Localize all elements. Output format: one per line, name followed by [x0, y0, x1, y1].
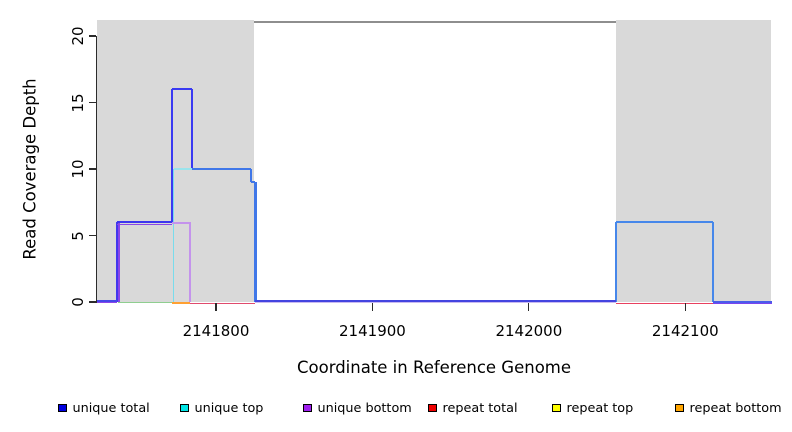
plot-top-border	[254, 21, 616, 23]
legend-swatch-icon	[552, 403, 561, 413]
legend-item-repeat-bottom: repeat bottom	[675, 400, 782, 416]
y-tick	[88, 301, 96, 303]
coverage-segment	[96, 300, 117, 302]
y-tick-label: 15	[69, 92, 87, 113]
legend-label: repeat bottom	[689, 400, 782, 416]
coverage-segment	[172, 222, 190, 225]
x-tick	[684, 303, 686, 311]
coverage-segment	[172, 88, 192, 91]
legend-swatch-icon	[180, 403, 189, 413]
legend-label: unique bottom	[317, 400, 412, 416]
legend-swatch-icon	[303, 403, 312, 413]
coverage-segment	[188, 222, 191, 302]
legend-swatch-icon	[428, 403, 437, 413]
coverage-segment	[96, 301, 117, 304]
legend-swatch-icon	[675, 403, 684, 413]
coverage-segment	[115, 222, 118, 302]
y-axis-title: Read Coverage Depth	[20, 78, 40, 260]
legend-item-repeat-total: repeat total	[428, 400, 518, 416]
y-tick	[88, 35, 96, 37]
y-tick-label: 0	[69, 297, 87, 307]
coverage-segment	[191, 168, 252, 170]
y-tick	[88, 234, 96, 237]
legend-swatch-icon	[58, 403, 67, 413]
coverage-segment	[255, 299, 616, 302]
legend-item-unique-total: unique total	[58, 400, 150, 416]
y-tick	[88, 168, 96, 170]
legend-item-unique-top: unique top	[180, 400, 264, 416]
y-axis-line	[95, 36, 97, 303]
coverage-segment	[118, 222, 120, 302]
x-tick-label: 2141800	[182, 322, 250, 340]
x-tick-label: 2141900	[339, 322, 406, 340]
coverage-segment	[173, 168, 192, 170]
legend-label: unique top	[194, 400, 264, 416]
coverage-segment	[172, 169, 175, 302]
coverage-segment	[190, 302, 256, 305]
shaded-region	[616, 20, 772, 302]
shaded-region	[97, 20, 254, 302]
coverage-segment	[171, 89, 174, 223]
legend-label: repeat total	[442, 400, 518, 416]
x-axis-title: Coordinate in Reference Genome	[296, 358, 572, 377]
coverage-segment	[250, 169, 253, 183]
y-tick-label: 20	[69, 26, 87, 46]
y-tick	[88, 101, 96, 104]
legend-label: unique total	[72, 400, 150, 416]
x-tick	[528, 303, 530, 311]
legend-label: repeat top	[566, 400, 634, 416]
coverage-segment	[615, 221, 713, 224]
coverage-segment	[190, 89, 193, 169]
coverage-segment	[712, 301, 772, 303]
x-tick-label: 2142000	[495, 322, 563, 340]
y-tick-label: 10	[69, 159, 87, 179]
coverage-segment	[118, 301, 173, 304]
coverage-segment	[255, 302, 616, 304]
coverage-segment	[615, 302, 713, 305]
legend-item-repeat-top: repeat top	[552, 400, 634, 416]
coverage-segment	[614, 222, 618, 302]
coverage-segment	[711, 222, 714, 302]
legend-item-unique-bottom: unique bottom	[303, 400, 412, 416]
coverage-segment	[116, 223, 173, 225]
coverage-segment	[172, 302, 191, 305]
x-tick	[215, 303, 217, 311]
x-tick-label: 2142100	[651, 322, 719, 340]
coverage-segment	[712, 302, 772, 305]
coverage-segment	[251, 181, 256, 184]
y-tick-label: 5	[69, 230, 87, 241]
x-tick	[371, 303, 374, 311]
coverage-segment	[116, 221, 173, 224]
coverage-segment	[254, 182, 257, 302]
